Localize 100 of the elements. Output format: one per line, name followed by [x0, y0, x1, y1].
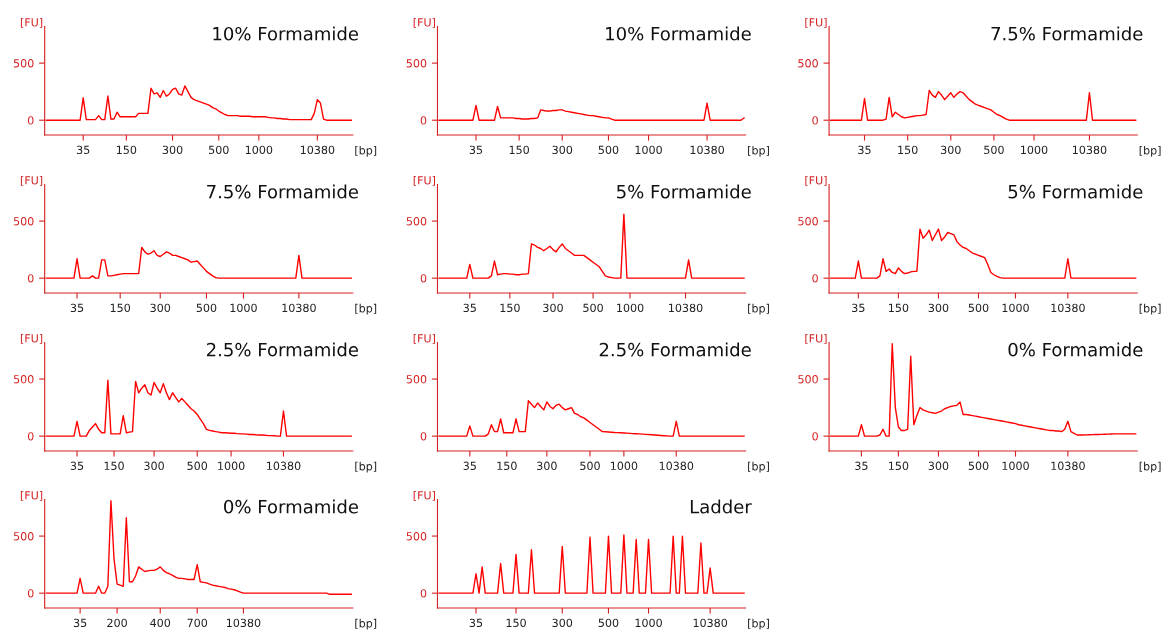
x-axis-title: [bp]	[1139, 303, 1161, 315]
x-tick-label: 500	[209, 145, 229, 155]
x-tick-label: 1000	[617, 303, 644, 313]
x-tick-label: 300	[162, 145, 183, 155]
y-tick-label: 500	[798, 375, 818, 384]
x-tick-label: 35	[73, 618, 87, 628]
y-tick-label: 0	[420, 274, 427, 283]
x-tick-label: 35	[463, 303, 476, 313]
chart-title: 7.5% Formamide	[991, 26, 1143, 41]
x-axis-title: [bp]	[748, 618, 769, 630]
x-tick-label: 150	[116, 145, 137, 155]
line-series	[829, 89, 1137, 121]
y-tick-label: 0	[27, 589, 34, 598]
x-tick-label: 10380	[1072, 145, 1107, 155]
y-axis-title: [FU]	[20, 490, 43, 501]
x-tick-label: 35	[70, 461, 84, 471]
chart-title: Ladder	[690, 499, 752, 514]
x-tick-label: 10380	[669, 303, 703, 313]
x-tick-label: 400	[150, 618, 171, 628]
y-tick-label: 500	[406, 532, 427, 541]
chart-title: 5% Formamide	[617, 184, 751, 199]
y-tick-label: 500	[13, 532, 34, 541]
x-tick-label: 150	[110, 303, 131, 313]
line-series	[45, 246, 352, 279]
x-tick-label: 150	[889, 303, 909, 313]
y-tick-label: 500	[13, 59, 34, 68]
y-tick-label: 0	[812, 274, 818, 283]
y-axis-title: [FU]	[805, 17, 827, 28]
x-tick-label: 150	[509, 145, 529, 155]
y-axis-title: [FU]	[805, 333, 827, 344]
x-axis-title: [bp]	[355, 303, 377, 315]
y-tick-label: 500	[798, 59, 818, 68]
x-tick-label: 150	[104, 461, 124, 471]
x-tick-label: 300	[150, 303, 171, 313]
x-tick-label: 500	[968, 303, 989, 313]
x-tick-label: 35	[463, 461, 476, 471]
x-tick-label: 10380	[267, 461, 301, 471]
chart-title: 2.5% Formamide	[599, 342, 751, 357]
y-axis-title: [FU]	[413, 490, 435, 501]
x-tick-label: 10380	[693, 618, 728, 628]
y-axis-title: [FU]	[413, 17, 435, 28]
y-tick-label: 0	[420, 432, 427, 441]
y-tick-label: 500	[406, 217, 427, 226]
x-tick-label: 500	[968, 461, 989, 471]
y-tick-label: 0	[27, 116, 34, 125]
y-tick-label: 0	[420, 116, 427, 125]
y-axis-title: [FU]	[20, 175, 43, 186]
x-tick-label: 1000	[218, 461, 245, 471]
y-tick-label: 500	[406, 59, 427, 68]
x-tick-label: 1000	[635, 145, 662, 155]
x-tick-label: 300	[537, 461, 557, 471]
x-tick-label: 35	[76, 145, 90, 155]
y-tick-label: 0	[27, 274, 34, 283]
x-tick-label: 1000	[1002, 461, 1029, 471]
chart-title: 10% Formamide	[213, 26, 358, 41]
x-tick-label: 150	[500, 303, 520, 313]
x-tick-label: 35	[469, 145, 483, 155]
x-tick-label: 500	[583, 303, 603, 313]
x-tick-label: 300	[928, 461, 949, 471]
y-tick-label: 500	[13, 217, 34, 226]
y-axis-title: [FU]	[413, 175, 435, 186]
x-axis-title: [bp]	[748, 303, 769, 315]
chart-title: 2.5% Formamide	[206, 342, 358, 357]
x-tick-label: 1000	[1021, 145, 1048, 155]
chart-title: 0% Formamide	[1008, 342, 1143, 357]
line-series	[438, 102, 745, 121]
x-tick-label: 1000	[245, 145, 273, 155]
x-tick-label: 35	[858, 145, 871, 155]
chart-title: 10% Formamide	[606, 26, 751, 41]
x-tick-label: 200	[107, 618, 127, 628]
x-tick-label: 500	[196, 303, 217, 313]
x-axis-title: [bp]	[355, 145, 377, 157]
x-tick-label: 300	[941, 145, 961, 155]
x-tick-label: 300	[928, 303, 949, 313]
y-tick-label: 0	[420, 589, 427, 598]
line-series	[45, 85, 352, 121]
x-tick-label: 10380	[1051, 303, 1085, 313]
x-tick-label: 700	[187, 618, 208, 628]
x-tick-label: 1000	[230, 303, 257, 313]
y-tick-label: 500	[13, 375, 34, 384]
x-axis-title: [bp]	[355, 461, 377, 473]
x-tick-label: 300	[543, 303, 563, 313]
line-series	[45, 379, 352, 437]
x-tick-label: 1000	[610, 461, 638, 471]
x-tick-label: 150	[889, 461, 909, 471]
x-tick-label: 10380	[659, 461, 694, 471]
x-tick-label: 500	[984, 145, 1004, 155]
chart-title: 0% Formamide	[224, 499, 358, 514]
x-axis-title: [bp]	[355, 618, 377, 630]
x-tick-label: 500	[187, 461, 208, 471]
y-tick-label: 500	[406, 375, 427, 384]
x-tick-label: 300	[552, 145, 573, 155]
x-tick-label: 300	[552, 618, 573, 628]
x-tick-label: 35	[852, 303, 865, 313]
x-tick-label: 1000	[635, 618, 662, 628]
chart-title: 7.5% Formamide	[207, 184, 358, 199]
y-tick-label: 500	[798, 217, 818, 226]
x-tick-label: 150	[506, 618, 526, 628]
x-tick-label: 10380	[690, 145, 724, 155]
x-tick-label: 35	[469, 618, 483, 628]
